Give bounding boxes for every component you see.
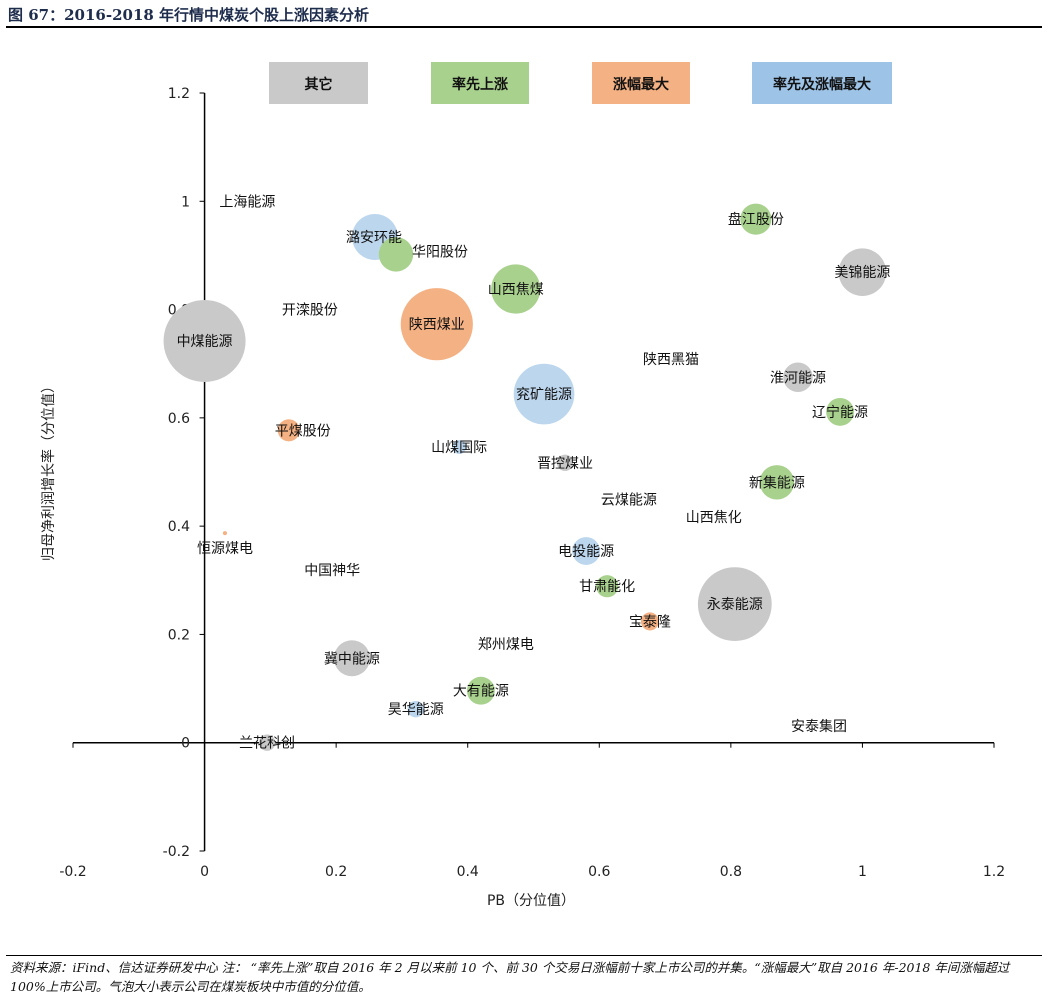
y-tick-label: 0 — [181, 736, 190, 752]
bubble-other — [838, 248, 887, 296]
bubble-label: 郑州煤电 — [478, 637, 534, 653]
bubble-label: 中国神华 — [304, 563, 360, 579]
bubble-other — [258, 734, 276, 751]
legend-label-early: 率先上涨 — [452, 76, 508, 93]
bubble-other — [333, 640, 370, 677]
bubble-label: 新集能源 — [749, 474, 805, 491]
bubble-early — [378, 237, 414, 272]
bubble-label: 山西焦煤 — [488, 282, 544, 298]
bubble-both — [407, 700, 424, 718]
note-divider — [6, 955, 1042, 956]
x-tick-label: 1 — [858, 864, 867, 880]
bubble-label: 山西焦化 — [686, 510, 742, 526]
y-axis-label: 归母净利润增长率（分位值） — [40, 379, 57, 561]
bubble-label: 兰花科创 — [239, 736, 295, 752]
source-note: 资料来源：iFind、信达证券研发中心 注： “率先上涨”取自 2016 年 2… — [10, 960, 1010, 994]
legend-swatch-early — [431, 62, 529, 104]
y-tick-label: -0.2 — [163, 844, 190, 860]
bubble-other — [697, 567, 772, 642]
bubble-other — [783, 362, 813, 393]
bubble-label: 开滦股份 — [282, 303, 338, 319]
bubble-label: 电投能源 — [558, 544, 614, 560]
bubble-max — [400, 288, 473, 361]
bubble-label: 华阳股份 — [412, 244, 468, 260]
bubble-label: 美锦能源 — [834, 264, 890, 281]
bubble-label: 昊华能源 — [388, 702, 444, 718]
title-divider — [6, 26, 1042, 28]
bubble-label: 云煤能源 — [601, 493, 657, 509]
bubble-other — [556, 454, 574, 471]
legend-swatch-other — [269, 62, 368, 104]
bubble-early — [759, 465, 795, 500]
legend-label-both: 率先及涨幅最大 — [773, 76, 871, 93]
bubble-early — [826, 397, 855, 426]
bubble-early — [596, 575, 619, 598]
y-tick-label: 1.2 — [168, 86, 190, 102]
bubble-label: 淮河能源 — [770, 370, 826, 386]
bubble-early — [740, 203, 772, 235]
bubble-other — [163, 299, 246, 382]
bubble-label: 大有能源 — [453, 684, 509, 700]
figure-title: 图 67：2016-2018 年行情中煤炭个股上涨因素分析 — [8, 6, 370, 24]
bubble-label: 安泰集团 — [791, 718, 847, 735]
bubble-label: 冀中能源 — [324, 651, 380, 667]
bubble-early — [491, 264, 541, 314]
x-tick-label: -0.2 — [59, 864, 86, 880]
bubble-label: 平煤股份 — [275, 423, 331, 439]
bubble-label: 宝泰隆 — [629, 614, 671, 630]
x-tick-label: 1.2 — [983, 864, 1005, 880]
y-tick-label: 0.6 — [168, 411, 190, 427]
bubble-chart: -0.200.20.40.60.811.2-0.200.20.40.60.811… — [40, 62, 1005, 909]
x-tick-label: 0.6 — [588, 864, 610, 880]
x-tick-label: 0.4 — [457, 864, 479, 880]
bubble-label: 恒源煤电 — [197, 541, 253, 557]
bubble-both — [513, 363, 575, 425]
bubble-label: 潞安环能 — [346, 230, 402, 246]
bubble-label: 盘江股份 — [728, 211, 784, 228]
legend-label-max: 涨幅最大 — [613, 76, 669, 93]
bubble-both — [452, 440, 467, 455]
x-axis-label: PB（分位值） — [487, 893, 575, 909]
bubble-label: 中煤能源 — [177, 334, 233, 350]
bubble-label: 甘肃能化 — [579, 579, 635, 595]
y-tick-label: 1 — [181, 194, 190, 210]
bubble-max — [222, 531, 228, 536]
bubble-label: 永泰能源 — [707, 597, 763, 613]
legend-label-other: 其它 — [305, 76, 333, 93]
x-tick-label: 0.8 — [720, 864, 742, 880]
legend-swatch-max — [592, 62, 690, 104]
y-tick-label: 0.2 — [168, 627, 190, 643]
bubble-max — [640, 612, 659, 631]
y-tick-label: 0.4 — [168, 519, 190, 535]
x-tick-label: 0 — [200, 864, 209, 880]
x-tick-label: 0.2 — [325, 864, 347, 880]
bubble-max — [277, 419, 300, 442]
bubble-label: 晋控煤业 — [537, 456, 593, 472]
bubble-label: 山煤国际 — [431, 440, 487, 456]
bubble-early — [466, 676, 495, 705]
bubble-label: 兖矿能源 — [516, 387, 572, 403]
bubble-label: 上海能源 — [219, 194, 275, 210]
legend-swatch-both — [752, 62, 892, 104]
bubble-both — [572, 537, 601, 565]
bubble-label: 陕西黑猫 — [643, 352, 699, 368]
bubble-label: 陕西煤业 — [409, 317, 465, 333]
bubble-label: 辽宁能源 — [812, 404, 868, 421]
